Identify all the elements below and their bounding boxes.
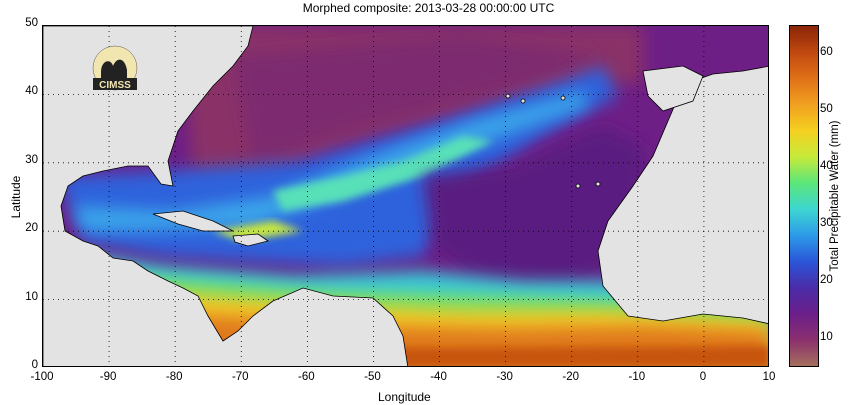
tpw-map: CIMSS bbox=[43, 26, 768, 366]
x-tick-label: -90 bbox=[99, 371, 117, 383]
iberia-land bbox=[642, 65, 704, 112]
logo-text: CIMSS bbox=[99, 80, 131, 91]
hispaniola-island bbox=[232, 233, 269, 247]
x-tick-label: -10 bbox=[628, 371, 646, 383]
x-tick-label: 10 bbox=[762, 371, 776, 383]
cimss-logo: CIMSS bbox=[92, 45, 138, 91]
x-tick-label: -100 bbox=[30, 371, 54, 383]
map-panel: CIMSS bbox=[42, 25, 769, 367]
y-tick-label: 10 bbox=[25, 290, 38, 303]
y-axis-label: Latitude bbox=[9, 175, 23, 219]
y-tick-label: 50 bbox=[25, 17, 38, 29]
x-tick-label: -70 bbox=[231, 371, 249, 383]
colorbar-label: Total Precipitable Water (mm) bbox=[829, 120, 841, 272]
colorbar bbox=[789, 25, 819, 367]
colorbar-tick-label: 10 bbox=[820, 330, 833, 343]
colorbar-tick-label: 60 bbox=[820, 45, 833, 58]
y-tick-label: 40 bbox=[25, 85, 38, 98]
x-tick-label: -30 bbox=[496, 371, 513, 383]
colorbar-tick-label: 30 bbox=[820, 216, 833, 229]
y-tick-label: 0 bbox=[31, 359, 38, 371]
y-tick-label: 30 bbox=[25, 153, 38, 166]
y-tick-label: 20 bbox=[25, 222, 38, 235]
colorbar-tick-label: 40 bbox=[820, 159, 833, 172]
x-axis-label: Longitude bbox=[378, 390, 431, 404]
x-tick-label: -40 bbox=[430, 371, 447, 383]
africa-land bbox=[597, 65, 768, 324]
colorbar-tick-label: 50 bbox=[820, 102, 833, 115]
x-tick-label: 0 bbox=[699, 371, 707, 383]
x-tick-label: -60 bbox=[298, 371, 315, 383]
lat-lon-grid bbox=[43, 26, 768, 366]
x-tick-label: -20 bbox=[562, 371, 580, 383]
north-america-land bbox=[43, 26, 409, 366]
x-tick-label: -80 bbox=[165, 371, 183, 383]
map-title: Morphed composite: 2013-03-28 00:00:00 U… bbox=[302, 1, 555, 15]
x-tick-label: -50 bbox=[364, 371, 381, 383]
colorbar-tick-label: 20 bbox=[820, 273, 833, 286]
land-masses bbox=[43, 26, 768, 366]
